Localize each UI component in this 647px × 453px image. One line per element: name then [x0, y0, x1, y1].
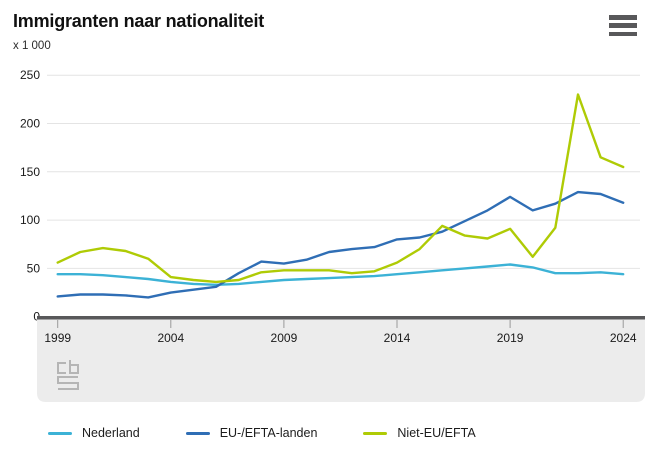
x-tick-label: 2004 [157, 331, 184, 345]
x-tick-label: 2014 [384, 331, 411, 345]
legend-swatch [48, 431, 72, 435]
gridlines [47, 74, 640, 269]
y-tick-label: 250 [20, 68, 40, 82]
series-line-niet-eu-efta [56, 93, 625, 284]
cbs-logo [57, 360, 79, 390]
hamburger-bar [609, 15, 637, 20]
chart-title: Immigranten naar nationaliteit [13, 11, 265, 31]
hamburger-bar [609, 31, 637, 36]
axis-band [37, 319, 645, 402]
y-tick-label: 0 [33, 310, 40, 324]
legend-label: Nederland [82, 426, 140, 440]
legend-item-eu-efta[interactable]: EU-/EFTA-landen [185, 426, 318, 440]
x-axis-baseline [37, 316, 645, 320]
y-tick-label: 100 [20, 213, 40, 227]
x-tick-label: 2024 [610, 331, 637, 345]
series-line-nederland [56, 263, 625, 286]
hamburger-icon[interactable] [609, 15, 637, 36]
legend-swatch [363, 431, 388, 435]
x-tick-label: 2009 [271, 331, 298, 345]
chart-legend: Nederland EU-/EFTA-landen Niet-EU/EFTA [48, 426, 522, 440]
legend-label: EU-/EFTA-landen [219, 426, 318, 440]
x-tick-label: 1999 [44, 331, 71, 345]
series-line-eu-efta-landen [56, 190, 625, 299]
y-tick-label: 150 [20, 165, 40, 179]
legend-label: Niet-EU/EFTA [397, 426, 476, 440]
hamburger-bar [609, 23, 637, 28]
y-axis-labels: 0 50 100 150 200 250 [20, 68, 40, 324]
y-tick-label: 50 [27, 261, 41, 275]
y-tick-label: 200 [20, 117, 40, 131]
legend-item-nederland[interactable]: Nederland [48, 426, 140, 440]
unit-label: x 1 000 [13, 40, 51, 52]
x-axis-ticks: 1999 2004 2009 2014 2019 2024 [44, 320, 637, 345]
line-chart: 0 50 100 150 200 250 1999 2004 2009 2014 2019 2024 [20, 68, 645, 402]
series-lines [56, 93, 625, 299]
legend-swatch [185, 431, 210, 435]
x-tick-label: 2019 [497, 331, 524, 345]
legend-item-niet-eu-efta[interactable]: Niet-EU/EFTA [363, 426, 476, 440]
